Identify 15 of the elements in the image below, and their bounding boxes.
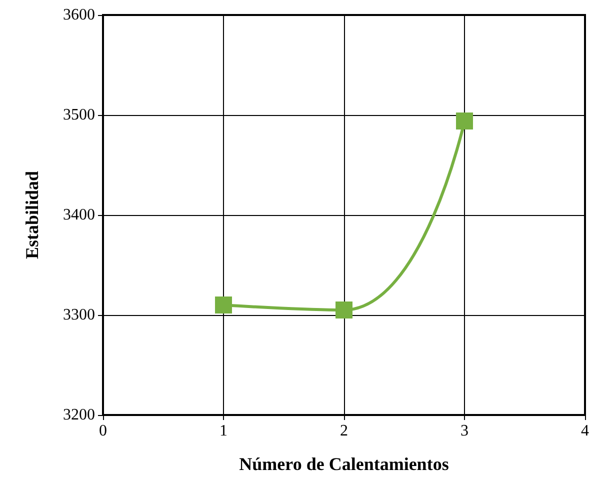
y-tick-label: 3200 — [63, 406, 95, 424]
point — [336, 302, 352, 318]
point — [215, 296, 232, 314]
y-axis-title: Estabilidad — [22, 170, 42, 260]
y-tick-label: 3500 — [63, 106, 95, 124]
point — [456, 112, 473, 130]
y-tick-label: 3300 — [63, 306, 95, 324]
y-tick-label: 3400 — [63, 206, 95, 224]
x-tick-label: 3 — [460, 422, 468, 440]
x-tick-label: 0 — [99, 422, 107, 440]
y-tick-label: 3600 — [63, 6, 95, 24]
x-tick-label: 1 — [220, 422, 228, 440]
x-tick-label: 4 — [581, 422, 589, 440]
x-tick-label: 2 — [340, 422, 348, 440]
x-axis-title: Número de Calentamientos — [239, 454, 449, 474]
